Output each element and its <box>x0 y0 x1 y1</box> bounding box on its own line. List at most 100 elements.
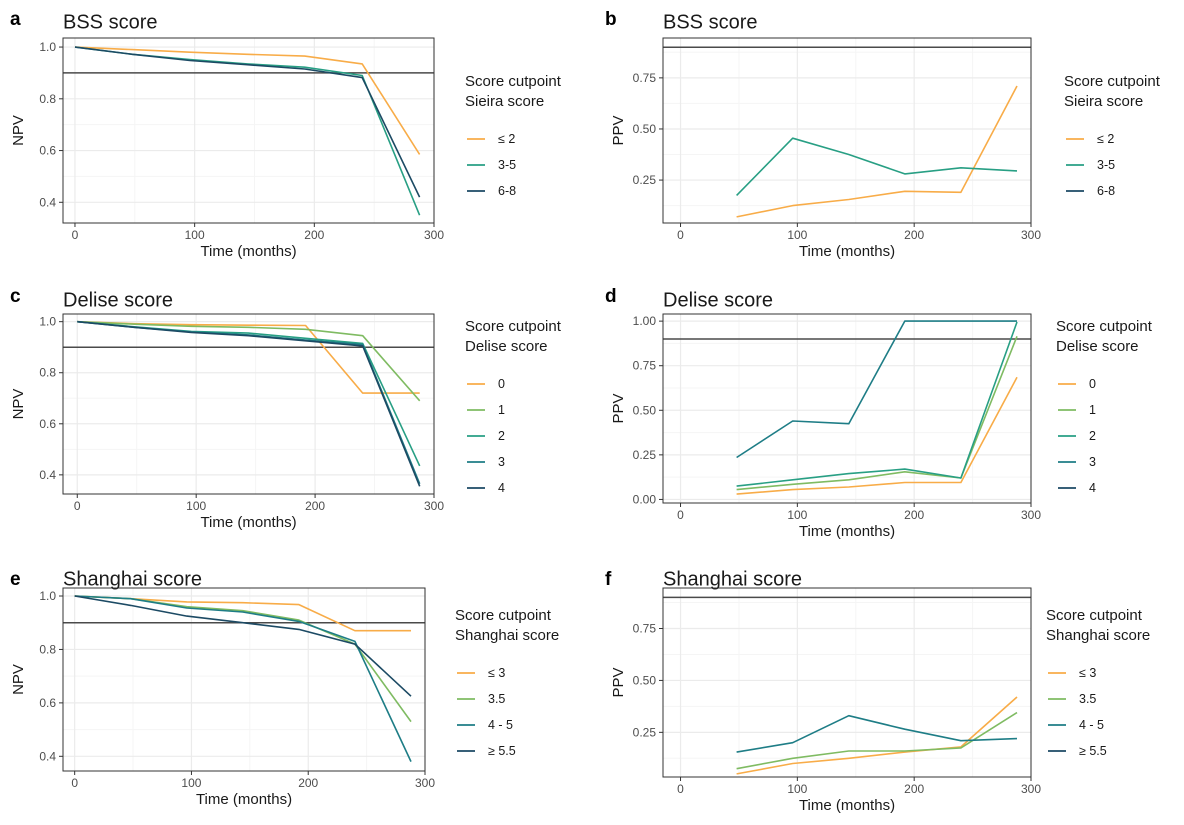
x-tick-label: 200 <box>904 228 924 242</box>
series-line-2 <box>77 320 421 402</box>
series-line-1 <box>74 46 421 155</box>
panel-c: c Delise score 0 100 200 300 0.4 0.6 0.8 1.0 Time … <box>10 286 562 531</box>
legend-label: 1 <box>1089 403 1096 417</box>
series-line-1 <box>736 376 1018 495</box>
legend-label: 1 <box>498 403 505 417</box>
y-tick-label: 0.50 <box>633 673 657 687</box>
x-tick-label: 0 <box>677 782 684 796</box>
legend-label: 4 - 5 <box>1079 718 1104 732</box>
series-line-1 <box>736 85 1018 218</box>
legend-label: 2 <box>498 429 505 443</box>
panel-a: a BSS score 0 100 200 300 0.4 0.6 0.8 1.0 Time (mo… <box>10 9 562 260</box>
x-axis-title: Time (months) <box>196 791 292 808</box>
y-tick-label: 0.8 <box>39 366 56 380</box>
series-line-1 <box>74 595 411 632</box>
series-line-4 <box>77 320 421 485</box>
legend-label: 6-8 <box>498 184 516 198</box>
y-tick-label: 0.6 <box>39 696 56 710</box>
x-tick-label: 300 <box>1021 782 1041 796</box>
y-axis-title: PPV <box>610 393 627 423</box>
series-line-2 <box>736 711 1018 770</box>
series-line-3 <box>74 46 421 198</box>
legend-label: 3-5 <box>498 158 516 172</box>
x-tick-label: 0 <box>74 499 81 513</box>
series-line-2 <box>736 336 1018 491</box>
y-tick-label: 0.75 <box>633 359 657 373</box>
legend-label: 3.5 <box>488 692 505 706</box>
panel-d: d Delise score 0 100 200 300 0.00 0.25 0.50 0.75 1… <box>605 286 1153 540</box>
panel-border <box>62 587 426 772</box>
x-axis-title: Time (months) <box>200 514 296 531</box>
legend-label: 4 - 5 <box>488 718 513 732</box>
y-tick-label: 0.25 <box>633 448 657 462</box>
x-axis-title: Time (months) <box>200 243 296 260</box>
y-tick-label: 0.6 <box>39 417 56 431</box>
panel-letter: d <box>605 286 617 307</box>
legend-title: Shanghai score <box>1046 627 1150 644</box>
major-grid <box>663 588 1032 777</box>
y-tick-label: 0.25 <box>633 725 657 739</box>
legend-title: Score cutpoint <box>1056 318 1153 335</box>
panel-title: Shanghai score <box>663 568 802 590</box>
legend-label: ≤ 3 <box>488 666 505 680</box>
legend-title: Sieira score <box>1064 93 1143 110</box>
y-tick-label: 1.0 <box>39 589 56 603</box>
x-tick-label: 0 <box>71 776 78 790</box>
legend-title: Delise score <box>465 338 548 355</box>
legend-title: Score cutpoint <box>455 607 552 624</box>
legend-label: 3 <box>498 455 505 469</box>
x-tick-label: 100 <box>787 228 807 242</box>
legend-label: 3.5 <box>1079 692 1096 706</box>
minor-grid <box>663 314 1031 503</box>
legend-label: ≥ 5.5 <box>488 744 516 758</box>
y-tick-label: 0.4 <box>39 468 56 482</box>
minor-grid <box>663 588 1031 777</box>
y-tick-label: 0.6 <box>39 144 56 158</box>
x-tick-label: 100 <box>186 499 206 513</box>
panel-f: f Shanghai score 0 100 200 300 0.25 0.50 0.75 Tim… <box>605 568 1150 814</box>
x-tick-label: 0 <box>677 228 684 242</box>
y-axis-title: NPV <box>10 389 27 420</box>
major-grid <box>63 314 435 494</box>
y-axis-title: PPV <box>610 667 627 697</box>
panel-letter: b <box>605 9 617 30</box>
legend-label: ≤ 2 <box>1097 132 1114 146</box>
legend-label: ≤ 2 <box>498 132 515 146</box>
minor-grid <box>663 38 1031 223</box>
series-line-2 <box>736 137 1018 196</box>
y-tick-label: 1.00 <box>633 314 657 328</box>
legend-title: Shanghai score <box>455 627 559 644</box>
y-axis-title: NPV <box>10 115 27 146</box>
legend: Score cutpoint Delise score 0 1 2 3 4 <box>465 318 562 495</box>
panel-letter: c <box>10 286 21 307</box>
major-grid <box>63 588 426 771</box>
x-axis-title: Time (months) <box>799 523 895 540</box>
panel-letter: a <box>10 9 21 30</box>
x-tick-label: 100 <box>185 228 205 242</box>
panel-e: e Shanghai score 0 100 200 300 0.4 0.6 0.8 1.0 Tim… <box>10 568 559 808</box>
panel-border <box>62 313 435 495</box>
legend: Score cutpoint Sieira score ≤ 2 3-5 6-8 <box>1064 73 1161 198</box>
series-line-4 <box>736 320 1017 459</box>
y-tick-label: 0.25 <box>633 173 657 187</box>
legend-label: 2 <box>1089 429 1096 443</box>
x-tick-label: 300 <box>424 228 444 242</box>
panel-title: Shanghai score <box>63 568 202 590</box>
panel-letter: f <box>605 569 612 590</box>
legend: Score cutpoint Delise score 0 1 2 3 4 <box>1056 318 1153 495</box>
series-line-1 <box>736 696 1018 775</box>
legend-title: Score cutpoint <box>465 318 562 335</box>
x-tick-label: 100 <box>787 782 807 796</box>
y-tick-label: 0.00 <box>633 492 657 506</box>
legend: Score cutpoint Sieira score ≤ 2 3-5 6-8 <box>465 73 562 198</box>
panel-title: BSS score <box>63 11 157 33</box>
y-tick-label: 0.8 <box>39 642 56 656</box>
legend-title: Sieira score <box>465 93 544 110</box>
legend-title: Score cutpoint <box>465 73 562 90</box>
x-tick-label: 200 <box>904 508 924 522</box>
legend-label: 0 <box>1089 377 1096 391</box>
y-axis-title: NPV <box>10 664 27 695</box>
legend: Score cutpoint Shanghai score ≤ 3 3.5 4 - 5 ≥… <box>455 607 559 758</box>
y-tick-label: 0.4 <box>39 749 56 763</box>
